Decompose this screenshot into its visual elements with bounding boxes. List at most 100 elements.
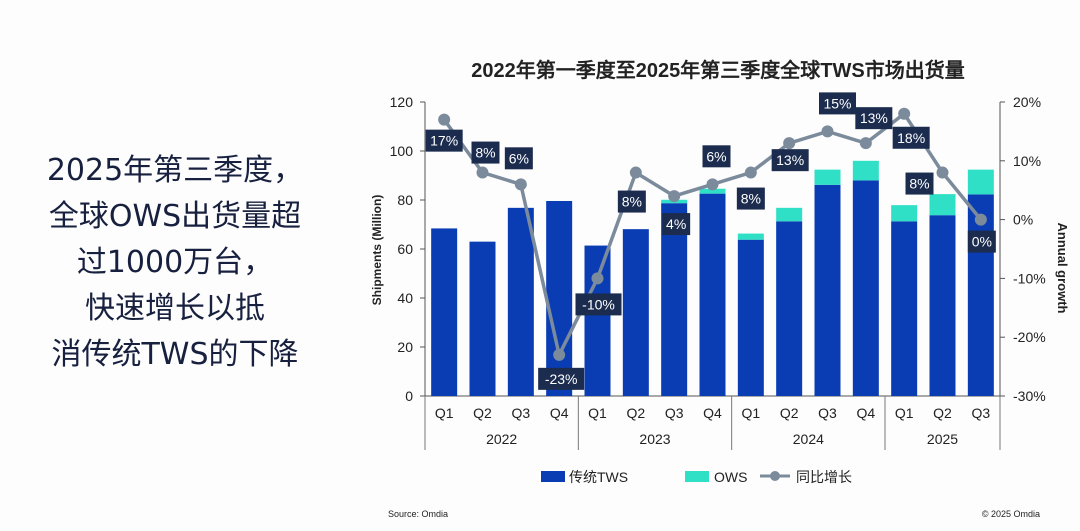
bar-ows	[891, 205, 918, 222]
y2-tick-label: 0%	[1013, 212, 1033, 228]
growth-label-box	[967, 230, 996, 253]
growth-marker	[553, 348, 566, 361]
y2-tick-label: -20%	[1013, 329, 1046, 345]
growth-marker	[744, 166, 757, 179]
growth-marker	[706, 178, 719, 191]
bar-ows	[737, 233, 764, 240]
growth-label: 8%	[909, 176, 929, 192]
y2-tick-label: -10%	[1013, 270, 1046, 286]
growth-marker	[591, 272, 604, 285]
year-label: 2022	[486, 431, 517, 447]
source-note: Source: Omdia	[388, 509, 448, 519]
growth-label-box	[905, 172, 934, 195]
growth-label-box	[892, 126, 930, 149]
growth-marker	[821, 125, 834, 138]
year-label: 2025	[927, 431, 958, 447]
y-tick-label: 60	[397, 241, 413, 257]
y2-tick-label: 20%	[1013, 94, 1041, 110]
y-tick-label: 80	[397, 192, 413, 208]
bar-ows	[776, 207, 803, 222]
headline-line: 2025年第三季度，	[46, 153, 304, 188]
bar-tws	[546, 200, 573, 396]
x-tick-label: Q3	[818, 405, 837, 421]
bar-tws	[776, 221, 803, 396]
x-tick-label: Q3	[971, 405, 990, 421]
x-tick-label: Q4	[856, 405, 875, 421]
growth-label: 18%	[897, 130, 925, 146]
headline: 2025年第三季度， 全球OWS出货量超 过1000万台， 快速增长以抵 消传统…	[20, 148, 330, 378]
chart-title: 2022年第一季度至2025年第三季度全球TWS市场出货量	[471, 58, 964, 82]
growth-marker	[476, 166, 489, 179]
growth-marker	[514, 178, 527, 191]
bar-tws	[584, 245, 611, 396]
growth-label: 13%	[776, 152, 804, 168]
legend-swatch-tws	[541, 471, 565, 482]
growth-label-box	[538, 367, 585, 390]
bar-tws	[622, 229, 649, 396]
year-label: 2024	[793, 431, 824, 447]
y-tick-label: 100	[390, 143, 414, 159]
growth-label-box	[662, 213, 691, 236]
growth-marker	[629, 166, 642, 179]
y2-tick-label: 10%	[1013, 153, 1041, 169]
growth-label: 13%	[860, 110, 888, 126]
y-tick-label: 120	[390, 94, 414, 110]
x-tick-label: Q2	[780, 405, 799, 421]
legend-marker-growth	[770, 471, 780, 481]
growth-label-box	[819, 92, 856, 115]
x-tick-label: Q1	[741, 405, 760, 421]
legend-swatch-ows	[685, 471, 709, 482]
legend-label-ows: OWS	[714, 469, 747, 485]
legend-label-tws: 传统TWS	[569, 469, 628, 485]
bar-tws	[891, 221, 918, 396]
bar-ows	[929, 194, 956, 216]
bar-tws	[431, 228, 458, 396]
bar-ows	[852, 160, 879, 181]
growth-marker	[438, 113, 451, 126]
x-tick-label: Q1	[435, 405, 454, 421]
growth-label: -23%	[545, 371, 578, 387]
growth-label-box	[504, 147, 533, 170]
x-tick-label: Q1	[588, 405, 607, 421]
headline-line: 全球OWS出货量超	[48, 199, 302, 234]
y-tick-label: 40	[397, 290, 413, 306]
bar-ows	[699, 188, 726, 194]
growth-marker	[668, 190, 681, 203]
x-tick-label: Q1	[895, 405, 914, 421]
growth-label-box	[702, 145, 731, 168]
growth-label-box	[471, 141, 500, 164]
bar-tws	[852, 180, 879, 396]
growth-label-box	[771, 149, 809, 172]
bar-tws	[661, 203, 688, 396]
growth-label: 0%	[972, 234, 992, 250]
bar-tws	[507, 207, 534, 396]
growth-marker	[974, 213, 987, 226]
y-tick-label: 0	[405, 388, 413, 404]
growth-label: 15%	[823, 95, 851, 111]
growth-label: 8%	[741, 191, 761, 207]
bar-tws	[967, 194, 994, 396]
growth-marker	[783, 137, 796, 150]
bar-tws	[737, 239, 764, 396]
y-axis-label: Shipments (Million)	[370, 195, 384, 306]
headline-line: 过1000万台，	[76, 245, 274, 280]
bar-tws	[469, 241, 496, 396]
bar-ows	[967, 169, 994, 195]
growth-marker	[898, 107, 911, 120]
x-tick-label: Q4	[550, 405, 569, 421]
x-tick-label: Q2	[473, 405, 492, 421]
growth-label-box	[425, 129, 463, 152]
growth-label-box	[617, 190, 646, 213]
x-tick-label: Q4	[703, 405, 722, 421]
copyright-note: © 2025 Omdia	[982, 509, 1040, 519]
growth-label: -10%	[582, 296, 615, 312]
growth-label: 8%	[622, 194, 642, 210]
growth-label-box	[575, 293, 622, 316]
y2-tick-label: -30%	[1013, 388, 1046, 404]
x-tick-label: Q3	[511, 405, 530, 421]
headline-line: 消传统TWS的下降	[51, 337, 299, 372]
y2-axis-label: Annual growth	[1055, 223, 1070, 314]
growth-marker	[936, 166, 949, 179]
growth-label-box	[855, 107, 893, 130]
legend: 传统TWS OWS 同比增长	[541, 469, 852, 485]
